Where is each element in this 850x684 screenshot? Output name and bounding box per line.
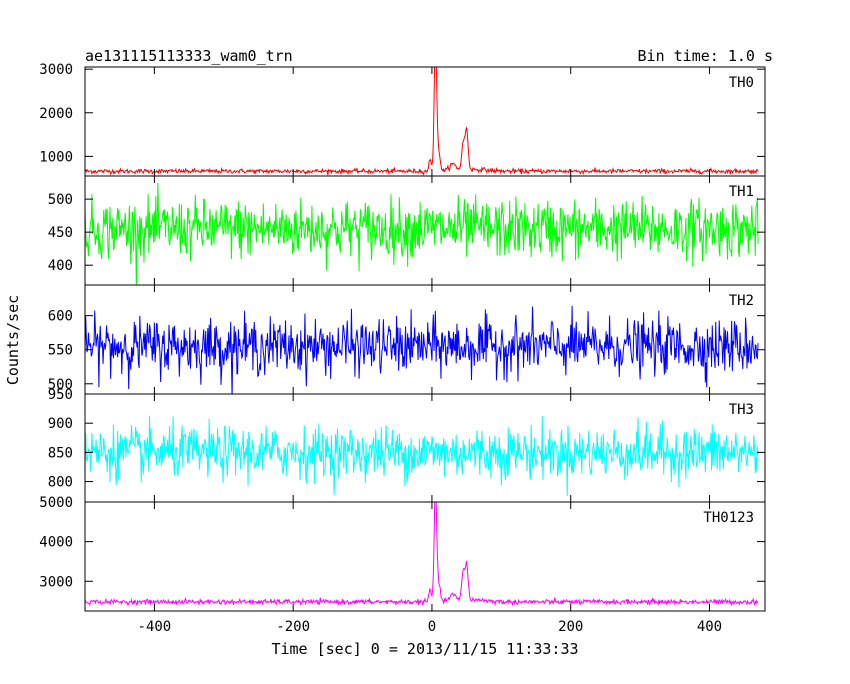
y-axis-label: Counts/sec [4, 295, 22, 385]
series-line-th1 [85, 182, 759, 285]
panel-label: TH1 [729, 184, 754, 200]
series-line-th0 [85, 67, 759, 176]
series-line-th2 [85, 305, 759, 394]
x-tick-label: 400 [697, 619, 722, 635]
y-tick-label: 3000 [39, 62, 73, 78]
y-tick-label: 550 [48, 343, 73, 359]
panel-th3: 800 850 900 950 TH3 [48, 387, 766, 503]
panel-label: TH0123 [703, 510, 754, 526]
x-tick-label: 0 [428, 619, 436, 635]
panel-frame [84, 501, 766, 612]
chart-title-right: Bin time: 1.0 s [638, 47, 773, 65]
y-tick-label: 400 [48, 258, 73, 274]
y-tick-label: 3000 [39, 574, 73, 590]
chart-title-left: ae131115113333_wam0_trn [85, 47, 293, 65]
y-tick-label: 950 [48, 387, 73, 403]
panel-label: TH2 [729, 293, 754, 309]
y-tick-label: 4000 [39, 535, 73, 551]
x-axis-label: Time [sec] 0 = 2013/11/15 11:33:33 [271, 640, 578, 658]
x-tick-label: 200 [558, 619, 583, 635]
series-line-th0123 [85, 502, 759, 607]
x-tick-label: -400 [138, 619, 172, 635]
y-tick-label: 500 [48, 377, 73, 393]
y-tick-label: 450 [48, 225, 73, 241]
y-tick-label: 850 [48, 445, 73, 461]
panel-label: TH3 [729, 402, 754, 418]
y-tick-label: 500 [48, 192, 73, 208]
panels-group: 100020003000TH0400450500TH1500550600TH28… [39, 62, 766, 635]
y-tick-label: 900 [48, 416, 73, 432]
panel-th2: 500 550 600 TH2 [48, 284, 766, 395]
series-line-th3 [85, 415, 759, 496]
x-tick-label: -200 [276, 619, 310, 635]
y-tick-label: 2000 [39, 106, 73, 122]
panel-frame [84, 66, 766, 177]
y-tick-label: 800 [48, 475, 73, 491]
panel-frame [84, 284, 766, 395]
panel-th1: 400 450 500 TH1 [48, 175, 766, 286]
y-tick-label: 600 [48, 309, 73, 325]
panel-th0123: 3000 4000 5000 TH0123 [39, 495, 766, 612]
panel-label: TH0 [729, 75, 754, 91]
y-tick-label: 5000 [39, 495, 73, 511]
y-tick-label: 1000 [39, 149, 73, 165]
